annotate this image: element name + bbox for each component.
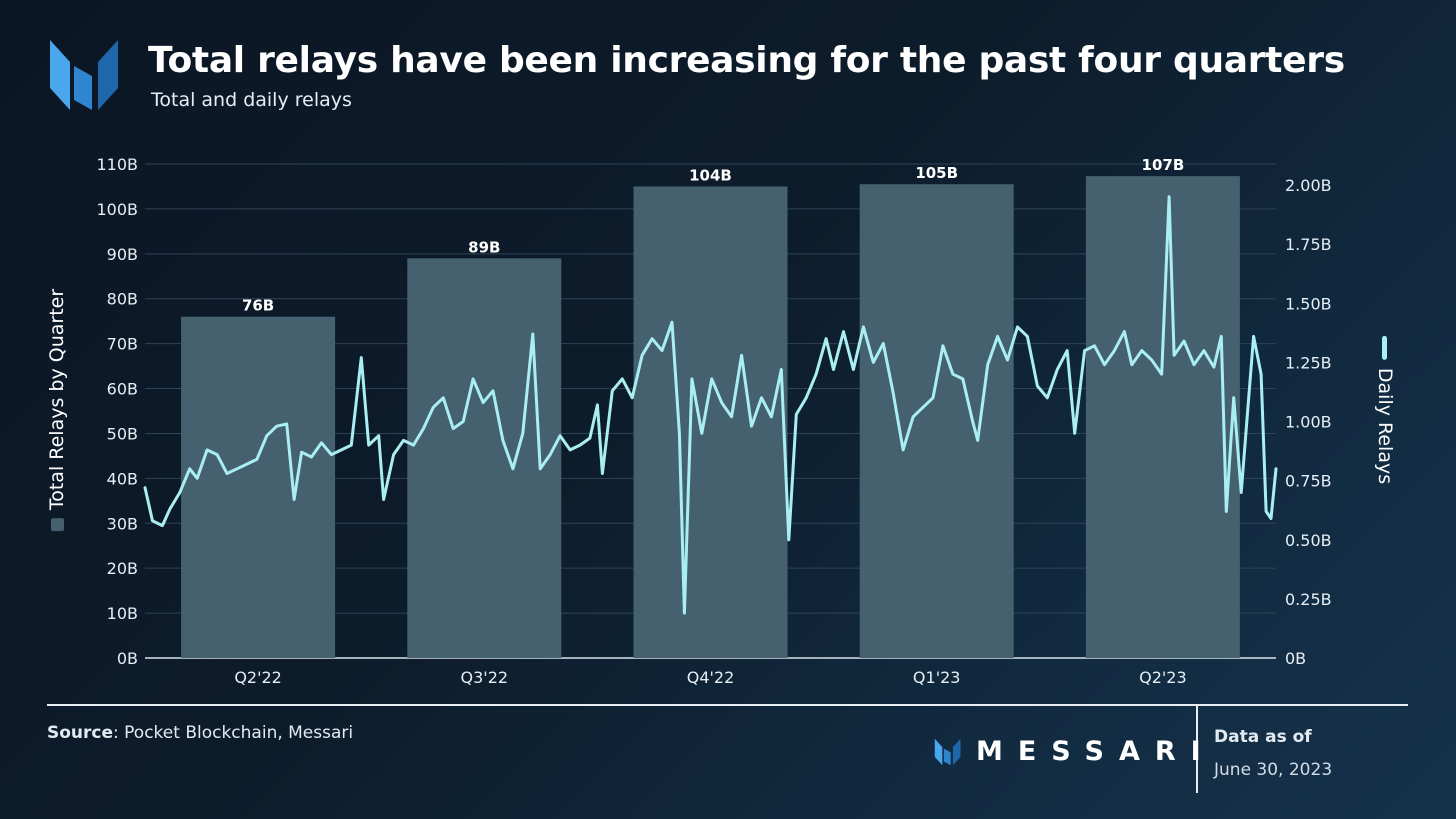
left-tick-label: 40B: [107, 469, 138, 488]
labels: 0B 10B 20B 30B 40B 50B 60B 70B 80B 90B 100B 110B 0B 0…: [96, 155, 1331, 687]
left-tick-label: 110B: [96, 155, 138, 174]
right-tick-label: 0.25B: [1285, 590, 1332, 609]
brand-name: MESSARI: [976, 736, 1216, 767]
bar-value-label: 104B: [689, 166, 732, 184]
left-tick-label: 50B: [107, 424, 138, 443]
left-axis-title: Total Relays by Quarter: [46, 288, 68, 532]
left-tick-label: 10B: [107, 604, 138, 623]
relays-chart: 0B 10B 20B 30B 40B 50B 60B 70B 80B 90B 100B 110B 0B 0…: [96, 155, 1331, 687]
bar: [859, 184, 1014, 658]
bar-legend-swatch: [50, 518, 64, 532]
bar: [181, 316, 336, 658]
left-tick-label: 0B: [117, 649, 138, 668]
x-tick-label: Q4'22: [687, 668, 735, 687]
source-note: Source: Pocket Blockchain, Messari: [47, 723, 353, 743]
bar-value-label: 107B: [1142, 156, 1185, 174]
source-text: : Pocket Blockchain, Messari: [113, 723, 354, 743]
x-tick-label: Q2'23: [1139, 668, 1187, 687]
left-tick-label: 100B: [96, 200, 138, 219]
page-title: Total relays have been increasing for th…: [148, 40, 1345, 81]
right-tick-label: 2.00B: [1285, 176, 1332, 195]
right-tick-label: 1.50B: [1285, 294, 1332, 313]
brand-mark: MESSARI: [934, 736, 1216, 767]
x-tick-label: Q2'22: [234, 668, 282, 687]
right-tick-label: 1.00B: [1285, 413, 1332, 432]
bars: [181, 176, 1240, 659]
x-tick-label: Q3'22: [461, 668, 509, 687]
right-tick-label: 0B: [1285, 649, 1306, 668]
right-axis-title: Daily Relays: [1374, 335, 1396, 485]
right-tick-label: 1.25B: [1285, 353, 1332, 372]
left-tick-label: 60B: [107, 380, 138, 399]
left-tick-label: 70B: [107, 335, 138, 354]
left-tick-label: 30B: [107, 514, 138, 533]
left-tick-label: 20B: [107, 559, 138, 578]
daily-line: [143, 195, 1278, 615]
messari-brand-icon: [934, 738, 961, 765]
messari-logo-icon: [50, 40, 118, 110]
bar-value-label: 89B: [468, 238, 500, 256]
footer-vertical-divider: [1196, 705, 1198, 793]
bar: [1085, 176, 1240, 658]
page-subtitle: Total and daily relays: [151, 89, 352, 111]
right-tick-label: 0.50B: [1285, 531, 1332, 550]
bar: [633, 186, 788, 659]
data-as-of-label: Data as of: [1214, 727, 1312, 747]
left-tick-label: 80B: [107, 290, 138, 309]
daily-relays-line: [143, 195, 1278, 615]
x-tick-label: Q1'23: [913, 668, 961, 687]
right-axis-title-text: Daily Relays: [1374, 367, 1396, 485]
left-axis-title-text: Total Relays by Quarter: [46, 288, 68, 511]
right-tick-label: 1.75B: [1285, 235, 1332, 254]
bar-value-label: 105B: [915, 164, 958, 182]
footer-divider: [47, 704, 1408, 706]
data-as-of-date: June 30, 2023: [1214, 760, 1333, 780]
source-label: Source: [47, 723, 114, 743]
bar: [407, 258, 562, 658]
right-tick-label: 0.75B: [1285, 472, 1332, 491]
line-legend-swatch: [1382, 335, 1388, 360]
left-tick-label: 90B: [107, 245, 138, 264]
bar-value-label: 76B: [242, 297, 274, 315]
